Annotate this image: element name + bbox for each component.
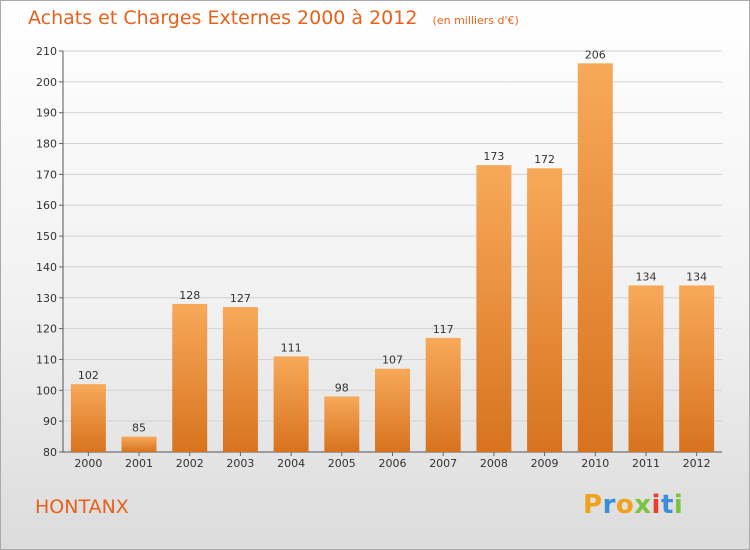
bar: [324, 396, 360, 452]
bar: [425, 337, 461, 452]
x-tick-label: 2008: [480, 457, 508, 470]
chart-title: Achats et Charges Externes 2000 à 2012: [28, 7, 418, 29]
bar: [121, 436, 157, 452]
logo-letter: o: [615, 490, 635, 520]
bar: [577, 63, 613, 452]
bar-value-label: 206: [585, 48, 606, 61]
x-tick-label: 2011: [632, 457, 660, 470]
bar-value-label: 102: [78, 369, 99, 382]
bar-value-label: 85: [132, 422, 146, 435]
y-tick-label: 210: [36, 45, 57, 58]
bar-value-label: 128: [179, 289, 200, 302]
logo-letter: i: [651, 490, 661, 520]
y-tick-label: 200: [36, 76, 57, 89]
bar: [172, 303, 208, 452]
y-tick-label: 100: [36, 384, 57, 397]
place-name: HONTANX: [35, 496, 129, 518]
logo-letter: x: [634, 490, 652, 520]
bar: [375, 368, 410, 452]
y-tick-label: 120: [36, 323, 57, 336]
y-tick-label: 110: [36, 353, 57, 366]
bar: [628, 285, 664, 452]
y-tick-label: 160: [36, 199, 57, 212]
bar-value-label: 173: [483, 150, 504, 163]
x-tick-label: 2012: [683, 457, 711, 470]
x-tick-label: 2003: [226, 457, 254, 470]
x-tick-label: 2009: [531, 457, 559, 470]
bar-value-label: 172: [534, 153, 555, 166]
chart-subtitle: (en milliers d'€): [432, 14, 519, 27]
y-tick-label: 150: [36, 230, 57, 243]
title-row: Achats et Charges Externes 2000 à 2012 (…: [28, 7, 519, 29]
y-tick-label: 130: [36, 292, 57, 305]
x-tick-label: 2000: [74, 457, 102, 470]
logo-letter: P: [583, 490, 603, 520]
y-tick-label: 170: [36, 168, 57, 181]
y-tick-label: 180: [36, 138, 57, 151]
x-tick-label: 2006: [379, 457, 407, 470]
bar: [70, 384, 106, 452]
x-tick-label: 2005: [328, 457, 356, 470]
x-tick-label: 2007: [429, 457, 457, 470]
y-tick-label: 80: [43, 446, 57, 459]
bar-value-label: 107: [382, 354, 403, 367]
logo-letter: t: [660, 490, 674, 520]
bar-value-label: 117: [433, 323, 454, 336]
logo-letter: i: [673, 490, 684, 520]
x-tick-label: 2001: [125, 457, 153, 470]
logo-letter: r: [602, 490, 616, 520]
bar-value-label: 111: [281, 341, 302, 354]
bar-value-label: 134: [686, 270, 707, 283]
bar: [273, 356, 309, 452]
bar: [679, 285, 715, 452]
proxiti-logo: Proxiti: [583, 490, 683, 520]
y-tick-label: 90: [43, 415, 57, 428]
bar: [222, 307, 258, 452]
bar-value-label: 98: [335, 381, 349, 394]
bar: [476, 165, 512, 452]
bar: [527, 168, 563, 452]
y-tick-label: 140: [36, 261, 57, 274]
x-tick-label: 2002: [176, 457, 204, 470]
bar-value-label: 134: [635, 270, 656, 283]
x-tick-label: 2004: [277, 457, 305, 470]
x-tick-label: 2010: [581, 457, 609, 470]
bar-value-label: 127: [230, 292, 251, 305]
y-tick-label: 190: [36, 107, 57, 120]
